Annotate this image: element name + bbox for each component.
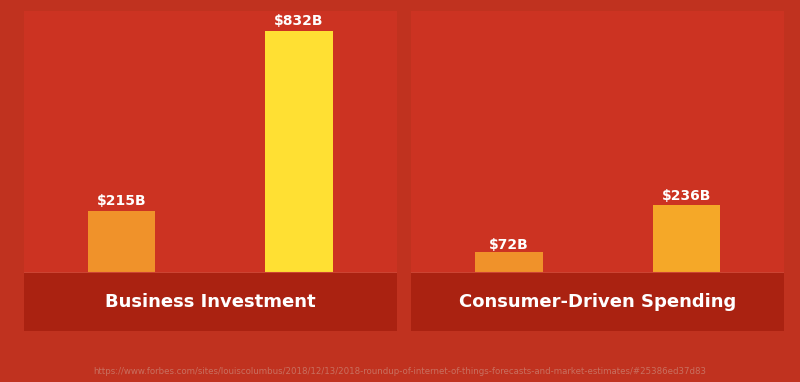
Text: $215B: $215B bbox=[97, 194, 146, 209]
Bar bbox=[88, 211, 155, 274]
Text: https://www.forbes.com/sites/louiscolumbus/2018/12/13/2018-roundup-of-internet-o: https://www.forbes.com/sites/louiscolumb… bbox=[94, 367, 706, 376]
Bar bbox=[266, 31, 333, 274]
Text: Consumer-Driven Spending: Consumer-Driven Spending bbox=[459, 293, 736, 311]
Bar bbox=[653, 205, 720, 274]
Bar bbox=[475, 253, 542, 274]
Text: $72B: $72B bbox=[489, 238, 529, 251]
Text: Business Investment: Business Investment bbox=[105, 293, 315, 311]
Text: $236B: $236B bbox=[662, 189, 711, 203]
Text: $832B: $832B bbox=[274, 14, 324, 28]
